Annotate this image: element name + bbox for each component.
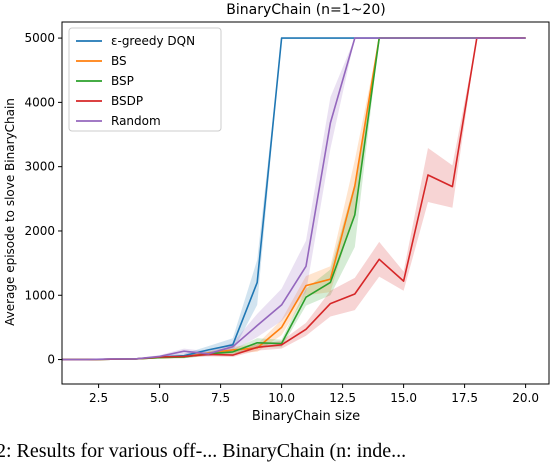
legend-label: BS — [111, 54, 127, 68]
legend-box — [68, 27, 222, 132]
y-tick-label: 0 — [47, 353, 55, 367]
line-random — [62, 37, 526, 361]
confidence-bands — [62, 38, 526, 360]
legend: ε-greedy DQN BS BSP BSDP Random — [68, 27, 222, 132]
y-tick-label: 5000 — [24, 31, 55, 45]
x-tick-label: 5.0 — [150, 391, 169, 405]
x-tick-label: 15.0 — [390, 391, 417, 405]
x-tick-label: 2.5 — [89, 391, 108, 405]
y-tick-label: 3000 — [24, 160, 55, 174]
figure-caption: 2: Results for various off-... BinaryCha… — [0, 440, 407, 462]
legend-label: Random — [111, 114, 161, 128]
y-tick-label: 1000 — [24, 288, 55, 302]
band-bsdp — [62, 38, 526, 360]
y-axis-ticks: 0 1000 2000 3000 4000 5000 — [24, 31, 62, 367]
series-lines — [62, 37, 526, 361]
legend-label: BSDP — [111, 94, 143, 108]
x-tick-label: 7.5 — [211, 391, 230, 405]
y-tick-label: 4000 — [24, 95, 55, 109]
legend-label: ε-greedy DQN — [111, 34, 195, 48]
x-tick-label: 20.0 — [512, 391, 539, 405]
x-tick-label: 10.0 — [268, 391, 295, 405]
x-tick-label: 17.5 — [451, 391, 478, 405]
x-tick-label: 12.5 — [329, 391, 356, 405]
y-axis-label: Average episode to slove BinaryChain — [3, 98, 17, 326]
axes-frame — [61, 21, 550, 385]
legend-label: BSP — [111, 74, 134, 88]
chart-title: BinaryChain (n=1~20) — [226, 2, 385, 18]
x-axis-ticks: 2.5 5.0 7.5 10.0 12.5 15.0 17.5 20.0 — [89, 384, 539, 405]
y-tick-label: 2000 — [24, 224, 55, 238]
binarychain-chart: 2.5 5.0 7.5 10.0 12.5 15.0 17.5 20.0 0 1000 2000 3… — [3, 2, 550, 424]
x-axis-label: BinaryChain size — [252, 409, 360, 424]
band-random — [62, 38, 526, 360]
